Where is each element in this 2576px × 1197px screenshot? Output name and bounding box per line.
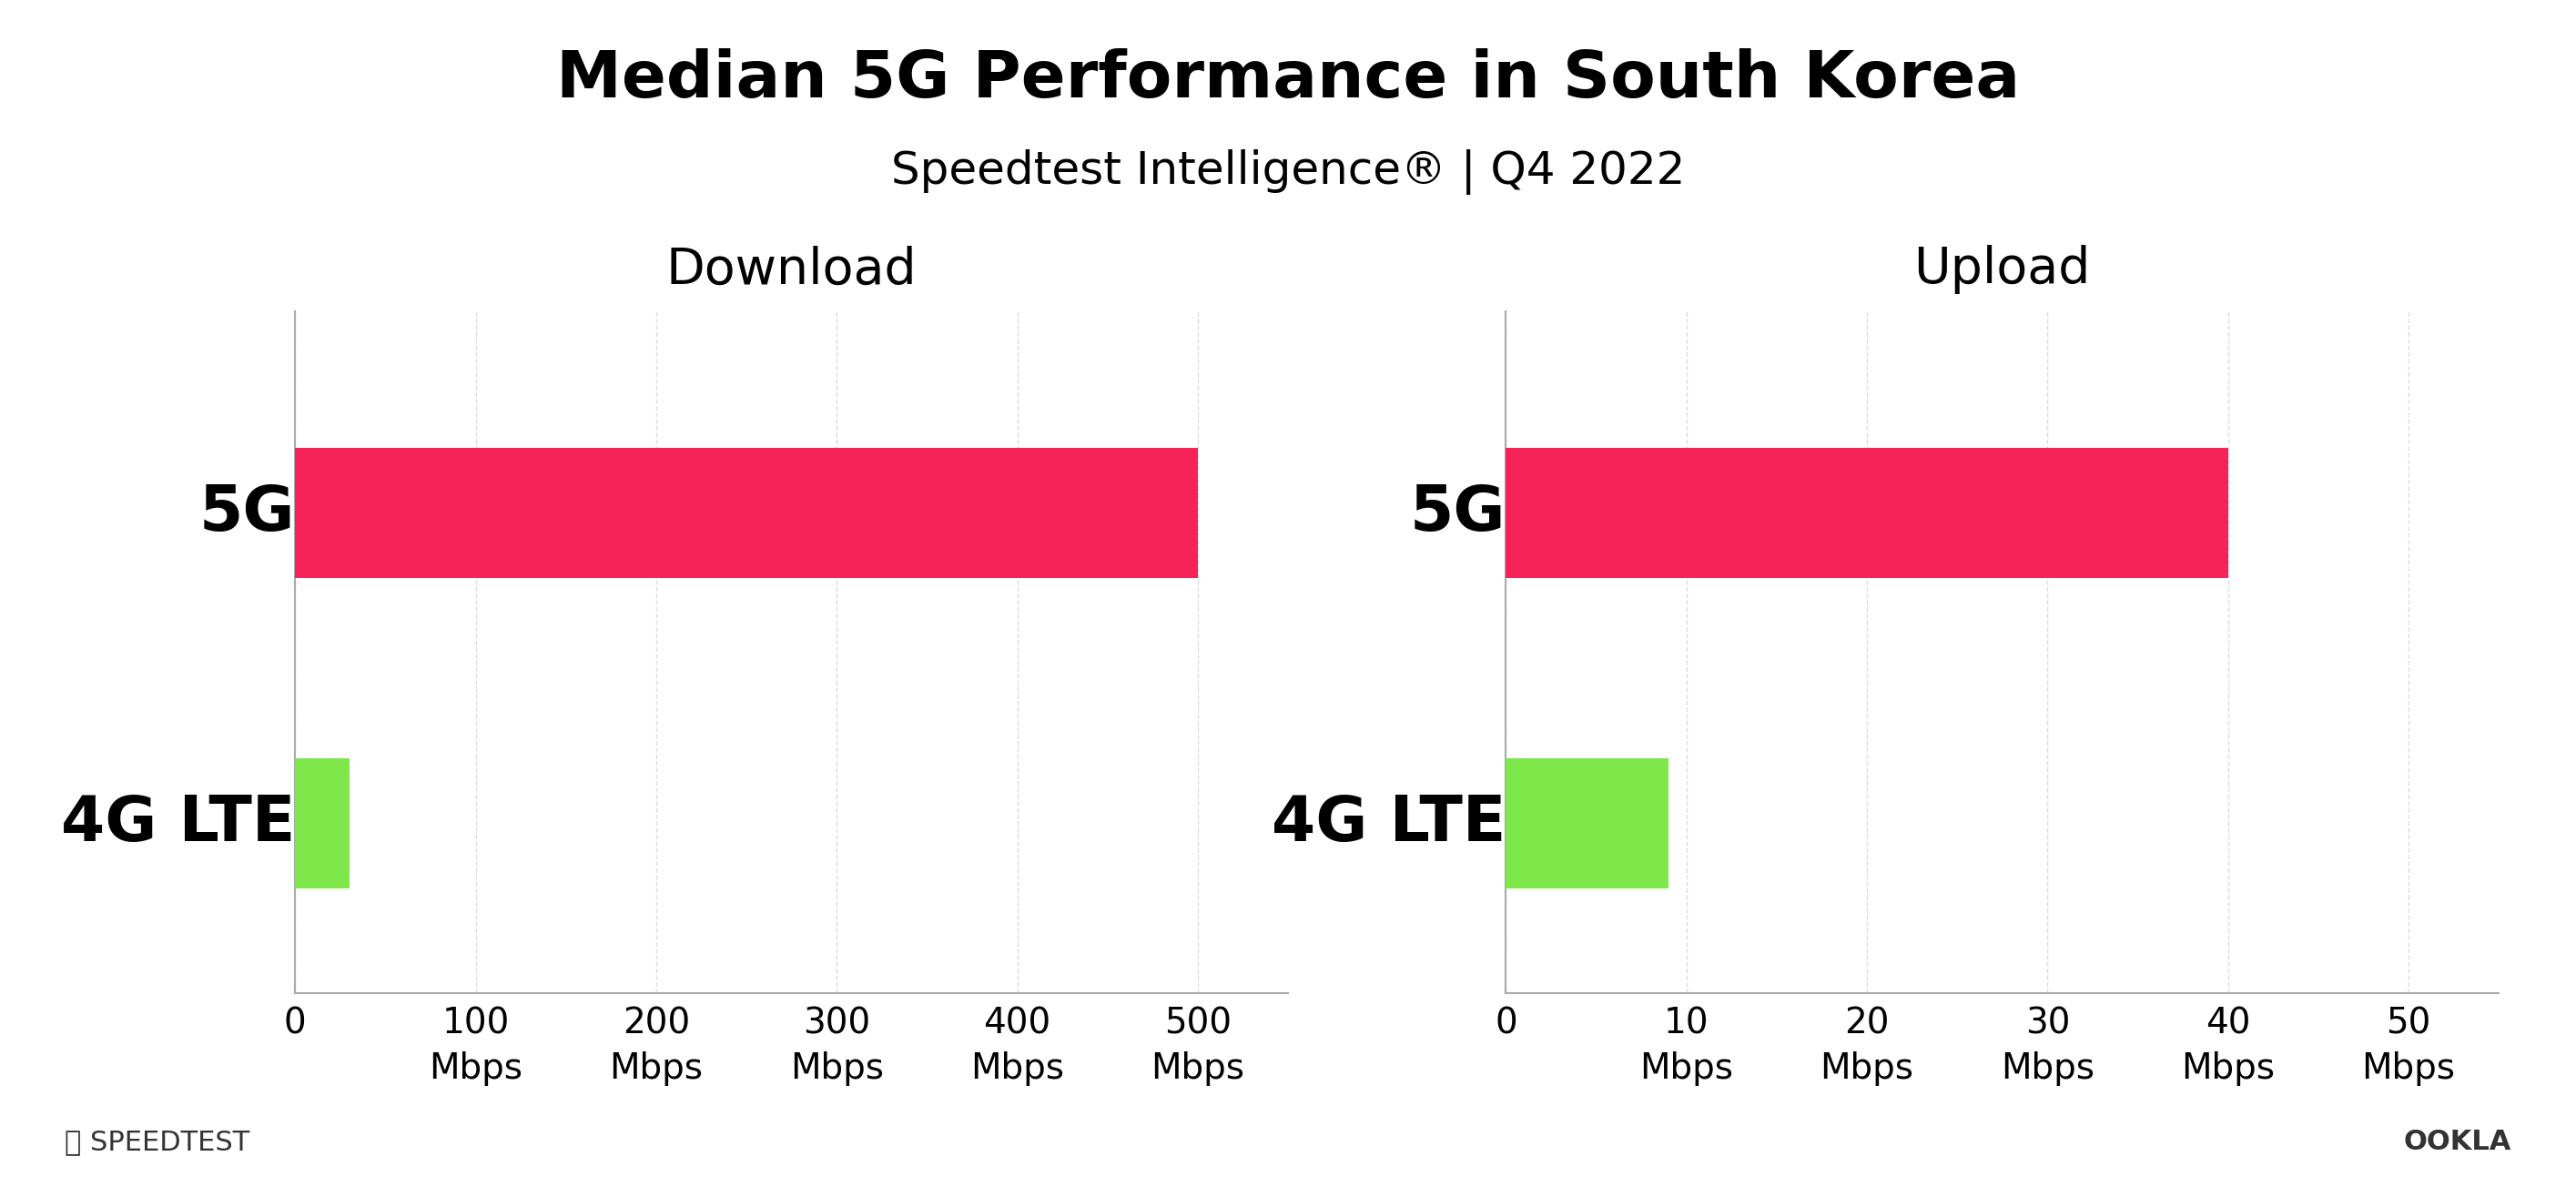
Bar: [296, 448, 1198, 578]
Text: Ⓢ SPEEDTEST: Ⓢ SPEEDTEST: [64, 1129, 250, 1155]
Title: Download: Download: [667, 245, 917, 294]
Text: Median 5G Performance in South Korea: Median 5G Performance in South Korea: [556, 48, 2020, 110]
Title: Upload: Upload: [1914, 245, 2092, 294]
Text: 5G: 5G: [1409, 482, 1507, 543]
Text: 4G LTE: 4G LTE: [62, 792, 296, 853]
Text: Speedtest Intelligence® | Q4 2022: Speedtest Intelligence® | Q4 2022: [891, 150, 1685, 195]
Text: 5G: 5G: [198, 482, 296, 543]
Bar: [1507, 448, 2228, 578]
Text: 4G LTE: 4G LTE: [1273, 792, 1507, 853]
Bar: [1507, 758, 1669, 888]
Text: OOKLA: OOKLA: [2403, 1129, 2512, 1155]
Bar: [296, 758, 350, 888]
